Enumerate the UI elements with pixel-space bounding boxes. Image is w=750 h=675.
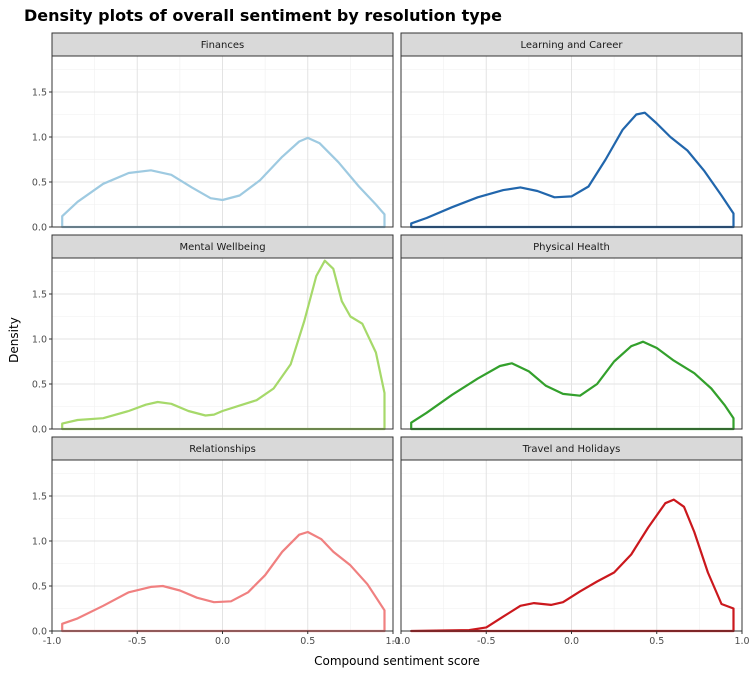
facet-strip-label: Relationships xyxy=(189,444,256,455)
panel-border xyxy=(400,55,743,228)
facet-panels: Finances 0.0 0.5 1.0 1.5 Learning and Career M… xyxy=(32,32,750,647)
density-curve xyxy=(410,340,735,431)
density-curve xyxy=(61,136,386,229)
x-axis-title: Compound sentiment score xyxy=(314,654,480,668)
y-tick-label: 0.5 xyxy=(32,582,47,593)
x-tick-label: 1.0 xyxy=(385,636,400,647)
facet-panel: Mental Wellbeing 0.0 0.5 1.0 1.5 xyxy=(32,234,394,436)
x-tick-label: -1.0 xyxy=(392,636,411,647)
x-tick-label: 0.5 xyxy=(649,636,664,647)
y-tick-label: 1.0 xyxy=(32,335,47,346)
facet-strip-label: Learning and Career xyxy=(520,40,623,51)
panel-border xyxy=(400,257,743,430)
facet-strip-label: Travel and Holidays xyxy=(522,444,621,455)
density-curve xyxy=(410,498,735,633)
y-tick-label: 1.5 xyxy=(32,88,47,99)
y-tick-label: 1.5 xyxy=(32,492,47,503)
density-curve xyxy=(61,259,386,431)
facet-panel: Learning and Career xyxy=(400,32,743,229)
y-tick-label: 1.0 xyxy=(32,133,47,144)
y-tick-label: 0.0 xyxy=(32,223,47,234)
y-tick-label: 0.5 xyxy=(32,178,47,189)
facet-panel: Physical Health xyxy=(400,234,743,431)
y-tick-label: 1.5 xyxy=(32,290,47,301)
x-tick-label: -0.5 xyxy=(128,636,147,647)
y-tick-label: 0.0 xyxy=(32,425,47,436)
y-axis-title: Density xyxy=(7,317,21,363)
panel-border xyxy=(51,55,394,228)
facet-strip-label: Mental Wellbeing xyxy=(179,242,265,253)
x-tick-label: -0.5 xyxy=(477,636,496,647)
y-tick-label: 0.0 xyxy=(32,627,47,638)
chart-title: Density plots of overall sentiment by re… xyxy=(24,6,502,25)
x-tick-label: 0.5 xyxy=(300,636,315,647)
facet-strip-label: Physical Health xyxy=(533,242,610,253)
panel-border xyxy=(51,257,394,430)
x-tick-label: 1.0 xyxy=(734,636,749,647)
y-tick-label: 0.5 xyxy=(32,380,47,391)
density-curve xyxy=(410,111,735,229)
x-tick-label: -1.0 xyxy=(43,636,62,647)
facet-panel: Finances 0.0 0.5 1.0 1.5 xyxy=(32,32,394,234)
facet-strip-label: Finances xyxy=(201,40,244,51)
density-curve xyxy=(61,530,386,633)
x-tick-label: 0.0 xyxy=(215,636,230,647)
x-tick-label: 0.0 xyxy=(564,636,579,647)
y-tick-label: 1.0 xyxy=(32,537,47,548)
facet-panel: Relationships 0.0 0.5 1.0 1.5 -1.0 -0.5 0.0 0.5 1… xyxy=(32,436,401,647)
facet-panel: Travel and Holidays -1.0 -0.5 0.0 0.5 1.0 xyxy=(392,436,750,647)
